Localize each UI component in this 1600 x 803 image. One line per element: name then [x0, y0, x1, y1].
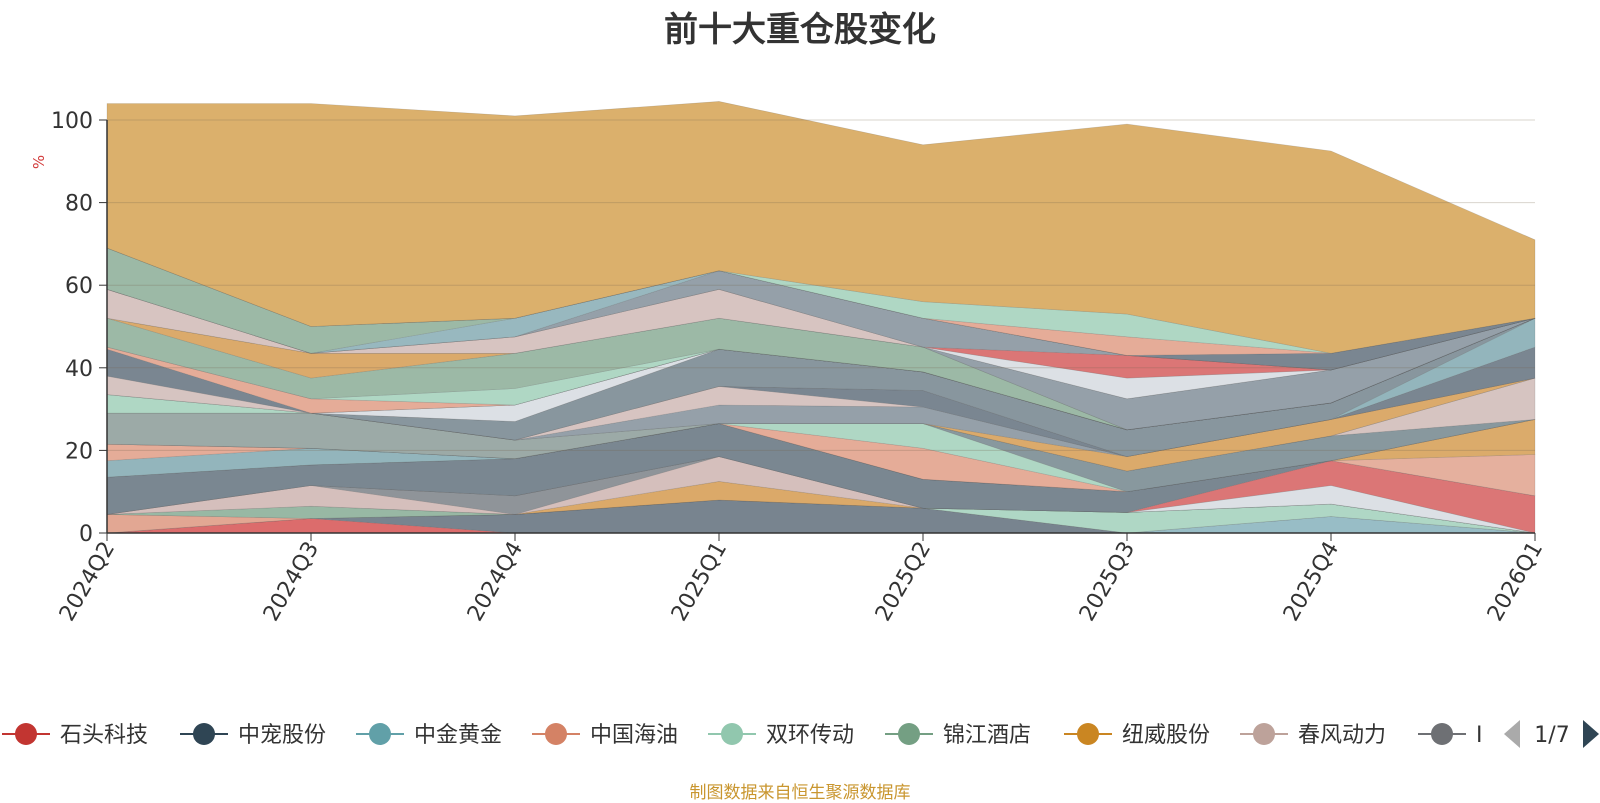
x-tick-label: 2025Q4	[1279, 538, 1344, 626]
legend-marker-7[interactable]	[1253, 723, 1275, 745]
legend-item-label[interactable]: 石头科技	[60, 723, 148, 748]
y-tick-label: 80	[65, 192, 93, 217]
x-tick-label: 2026Q1	[1483, 538, 1548, 626]
chart-title: 前十大重仓股变化	[664, 10, 936, 50]
y-tick-label: 20	[65, 439, 93, 464]
legend-item-label[interactable]: I	[1476, 723, 1483, 748]
legend-page-indicator: 1/7	[1534, 723, 1569, 748]
legend-next-arrow-icon[interactable]	[1583, 720, 1599, 748]
legend-marker-6[interactable]	[1077, 723, 1099, 745]
legend-item-label[interactable]: 锦江酒店	[943, 723, 1031, 748]
legend-marker-3[interactable]	[545, 723, 567, 745]
legend-marker-2[interactable]	[369, 723, 391, 745]
y-tick-label: 40	[65, 357, 93, 382]
y-axis-unit-label: %	[30, 155, 48, 169]
x-tick-label: 2025Q1	[667, 538, 732, 626]
legend-item-label[interactable]: 纽威股份	[1122, 723, 1210, 748]
area-series-10	[106, 456, 1536, 534]
x-tick-label: 2024Q3	[259, 538, 324, 626]
x-tick-label: 2025Q3	[1075, 538, 1140, 626]
legend-marker-5[interactable]	[898, 723, 920, 745]
legend-marker-0[interactable]	[15, 723, 37, 745]
y-tick-label: 100	[51, 109, 93, 134]
legend-item-label[interactable]: 中宠股份	[238, 723, 326, 748]
legend-item-label[interactable]: 中金黄金	[414, 723, 502, 748]
x-tick-label: 2024Q2	[55, 538, 120, 626]
x-tick-label: 2025Q2	[871, 538, 936, 626]
legend-marker-1[interactable]	[193, 723, 215, 745]
legend-marker-4[interactable]	[721, 723, 743, 745]
x-tick-label: 2024Q4	[463, 538, 528, 626]
y-tick-label: 60	[65, 274, 93, 299]
legend-item-label[interactable]: 中国海油	[590, 723, 678, 748]
y-tick-label: 0	[79, 522, 93, 547]
legend-prev-arrow-icon[interactable]	[1504, 720, 1520, 748]
legend-item-label[interactable]: 春风动力	[1298, 723, 1386, 748]
area-series-45	[106, 101, 1536, 354]
source-note: 制图数据来自恒生聚源数据库	[689, 783, 911, 803]
legend-marker-8[interactable]	[1431, 723, 1453, 745]
legend-item-label[interactable]: 双环传动	[766, 723, 854, 748]
